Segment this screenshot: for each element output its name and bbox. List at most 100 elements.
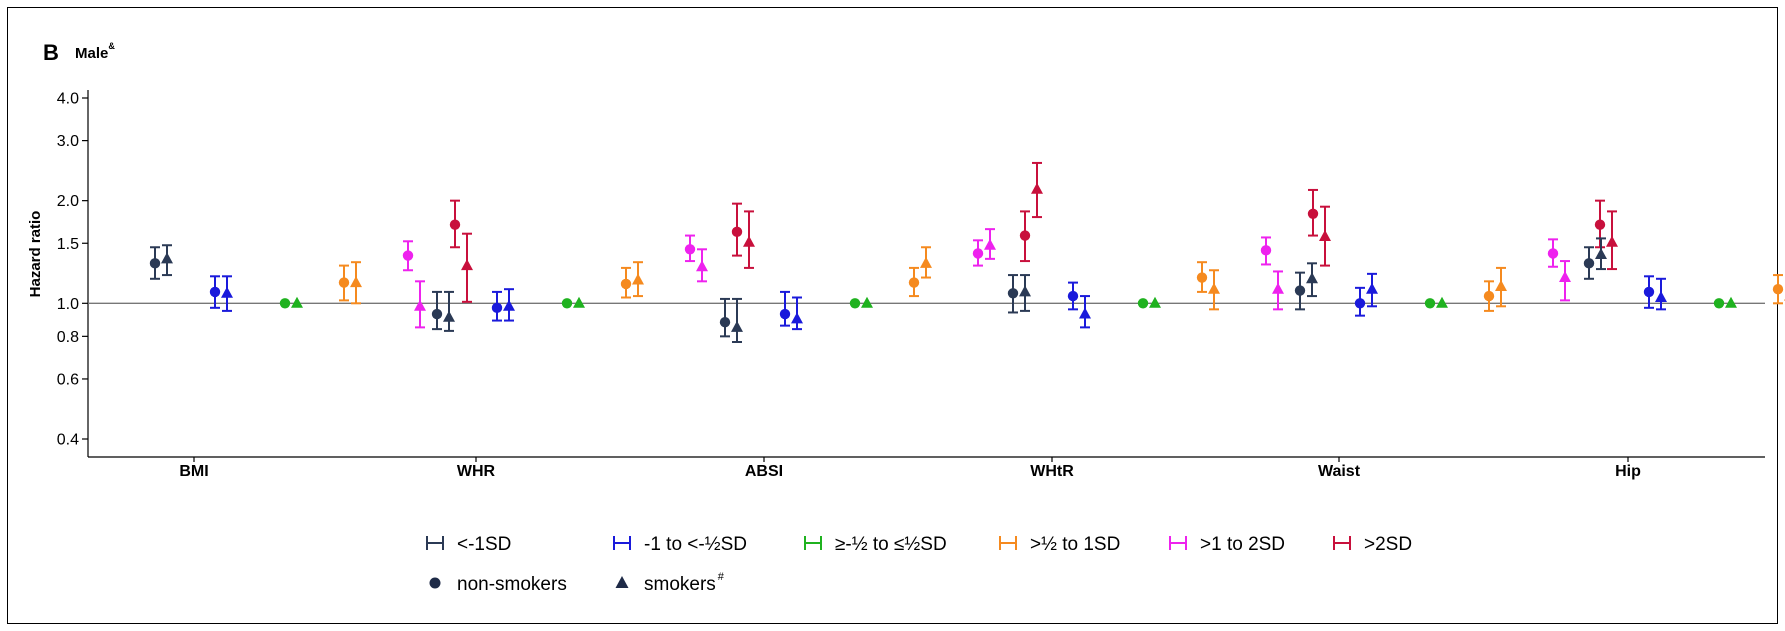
point-smokers bbox=[791, 312, 803, 324]
point-non-smokers bbox=[1307, 208, 1319, 220]
point-non-smokers bbox=[1594, 219, 1606, 230]
y-tick-label: 0.8 bbox=[57, 329, 79, 346]
point-non-smokers bbox=[149, 258, 161, 269]
point-smokers bbox=[1208, 282, 1220, 294]
x-category-label: ABSI bbox=[745, 463, 783, 480]
point-non-smokers bbox=[620, 278, 632, 290]
point-smokers bbox=[1495, 280, 1507, 292]
point-smokers bbox=[503, 299, 515, 311]
point-smokers bbox=[696, 260, 708, 272]
point-non-smokers bbox=[731, 226, 743, 238]
point-smokers bbox=[1019, 285, 1031, 297]
point-non-smokers bbox=[684, 244, 696, 255]
legend-label: >½ to 1SD bbox=[1030, 534, 1120, 555]
legend-label: <-1SD bbox=[457, 534, 511, 555]
point-smokers bbox=[1725, 296, 1737, 308]
point-non-smokers bbox=[1260, 245, 1272, 256]
legend-marker-circle bbox=[429, 577, 441, 589]
x-category-label: Waist bbox=[1318, 463, 1361, 480]
point-smokers bbox=[920, 256, 932, 268]
point-smokers bbox=[221, 286, 233, 298]
point-smokers bbox=[731, 320, 743, 332]
point-smokers bbox=[1149, 296, 1161, 308]
point-smokers bbox=[291, 296, 303, 308]
point-non-smokers bbox=[561, 298, 573, 309]
point-smokers bbox=[1031, 182, 1043, 194]
legend-marker-superscript: # bbox=[718, 571, 725, 583]
point-smokers bbox=[1272, 282, 1284, 294]
point-non-smokers bbox=[849, 298, 861, 309]
legend-label: -1 to <-½SD bbox=[644, 534, 747, 555]
point-smokers bbox=[984, 238, 996, 250]
point-non-smokers bbox=[1583, 258, 1595, 269]
figure-frame bbox=[7, 7, 1778, 624]
point-non-smokers bbox=[1713, 298, 1725, 309]
point-smokers bbox=[1606, 235, 1618, 247]
point-smokers bbox=[743, 235, 755, 247]
point-smokers bbox=[461, 259, 473, 271]
point-non-smokers bbox=[1196, 272, 1208, 283]
panel-title-text: Male bbox=[75, 45, 109, 62]
point-smokers bbox=[1306, 272, 1318, 284]
point-non-smokers bbox=[719, 317, 731, 328]
point-non-smokers bbox=[908, 277, 920, 288]
x-category-label: BMI bbox=[179, 463, 208, 480]
point-smokers bbox=[861, 296, 873, 308]
point-non-smokers bbox=[1067, 290, 1079, 302]
point-smokers bbox=[1366, 282, 1378, 294]
point-non-smokers bbox=[1483, 290, 1495, 302]
y-tick-label: 0.4 bbox=[57, 432, 79, 449]
y-tick-label: 4.0 bbox=[57, 91, 79, 108]
point-non-smokers bbox=[972, 248, 984, 259]
x-category-label: Hip bbox=[1615, 463, 1641, 480]
point-non-smokers bbox=[1019, 230, 1031, 241]
point-smokers bbox=[443, 310, 455, 322]
point-non-smokers bbox=[1294, 285, 1306, 296]
point-non-smokers bbox=[1424, 298, 1436, 309]
point-non-smokers bbox=[338, 277, 350, 288]
y-tick-label: 1.0 bbox=[57, 296, 79, 313]
point-smokers bbox=[1319, 230, 1331, 242]
point-non-smokers bbox=[1643, 286, 1655, 298]
point-non-smokers bbox=[1547, 248, 1559, 259]
point-non-smokers bbox=[1137, 298, 1149, 309]
y-tick-label: 0.6 bbox=[57, 371, 79, 388]
point-smokers bbox=[414, 299, 426, 311]
point-smokers bbox=[1655, 290, 1667, 302]
legend-label: >2SD bbox=[1364, 534, 1412, 555]
point-smokers bbox=[573, 296, 585, 308]
point-smokers bbox=[632, 273, 644, 285]
y-axis-label: Hazard ratio bbox=[27, 211, 44, 298]
point-non-smokers bbox=[449, 219, 461, 230]
point-smokers bbox=[1079, 307, 1091, 319]
point-smokers bbox=[161, 252, 173, 264]
legend: <-1SD -1 to <-½SD ≥-½ to ≤½SD >½ to 1SD >1 t… bbox=[426, 534, 1412, 595]
point-non-smokers bbox=[491, 302, 503, 314]
point-non-smokers bbox=[1354, 298, 1366, 309]
point-non-smokers bbox=[209, 286, 221, 298]
panel-title-superscript: & bbox=[108, 41, 115, 51]
point-non-smokers bbox=[779, 308, 791, 320]
y-tick-label: 2.0 bbox=[57, 193, 79, 210]
chart-marks bbox=[149, 161, 1785, 344]
panel-label: B bbox=[43, 40, 59, 65]
point-smokers bbox=[1559, 271, 1571, 283]
legend-marker-triangle bbox=[615, 576, 629, 588]
point-non-smokers bbox=[431, 308, 443, 320]
y-tick-label: 1.5 bbox=[57, 236, 79, 253]
x-category-label: WHR bbox=[457, 463, 496, 480]
point-non-smokers bbox=[402, 250, 414, 261]
point-non-smokers bbox=[279, 298, 291, 309]
axes: 0.4 0.6 0.8 1.0 1.5 2.0 3.0 4.0 BMI WHR ABSI WHtR Wa… bbox=[57, 90, 1765, 480]
point-smokers bbox=[1436, 296, 1448, 308]
point-non-smokers bbox=[1772, 283, 1784, 295]
legend-marker-label: smokers bbox=[644, 574, 716, 595]
y-tick-label: 3.0 bbox=[57, 133, 79, 150]
legend-label: ≥-½ to ≤½SD bbox=[835, 534, 947, 555]
point-smokers bbox=[350, 276, 362, 288]
point-non-smokers bbox=[1007, 288, 1019, 299]
panel-title: Male& bbox=[75, 41, 115, 62]
point-smokers bbox=[1595, 248, 1607, 260]
x-category-label: WHtR bbox=[1030, 463, 1074, 480]
